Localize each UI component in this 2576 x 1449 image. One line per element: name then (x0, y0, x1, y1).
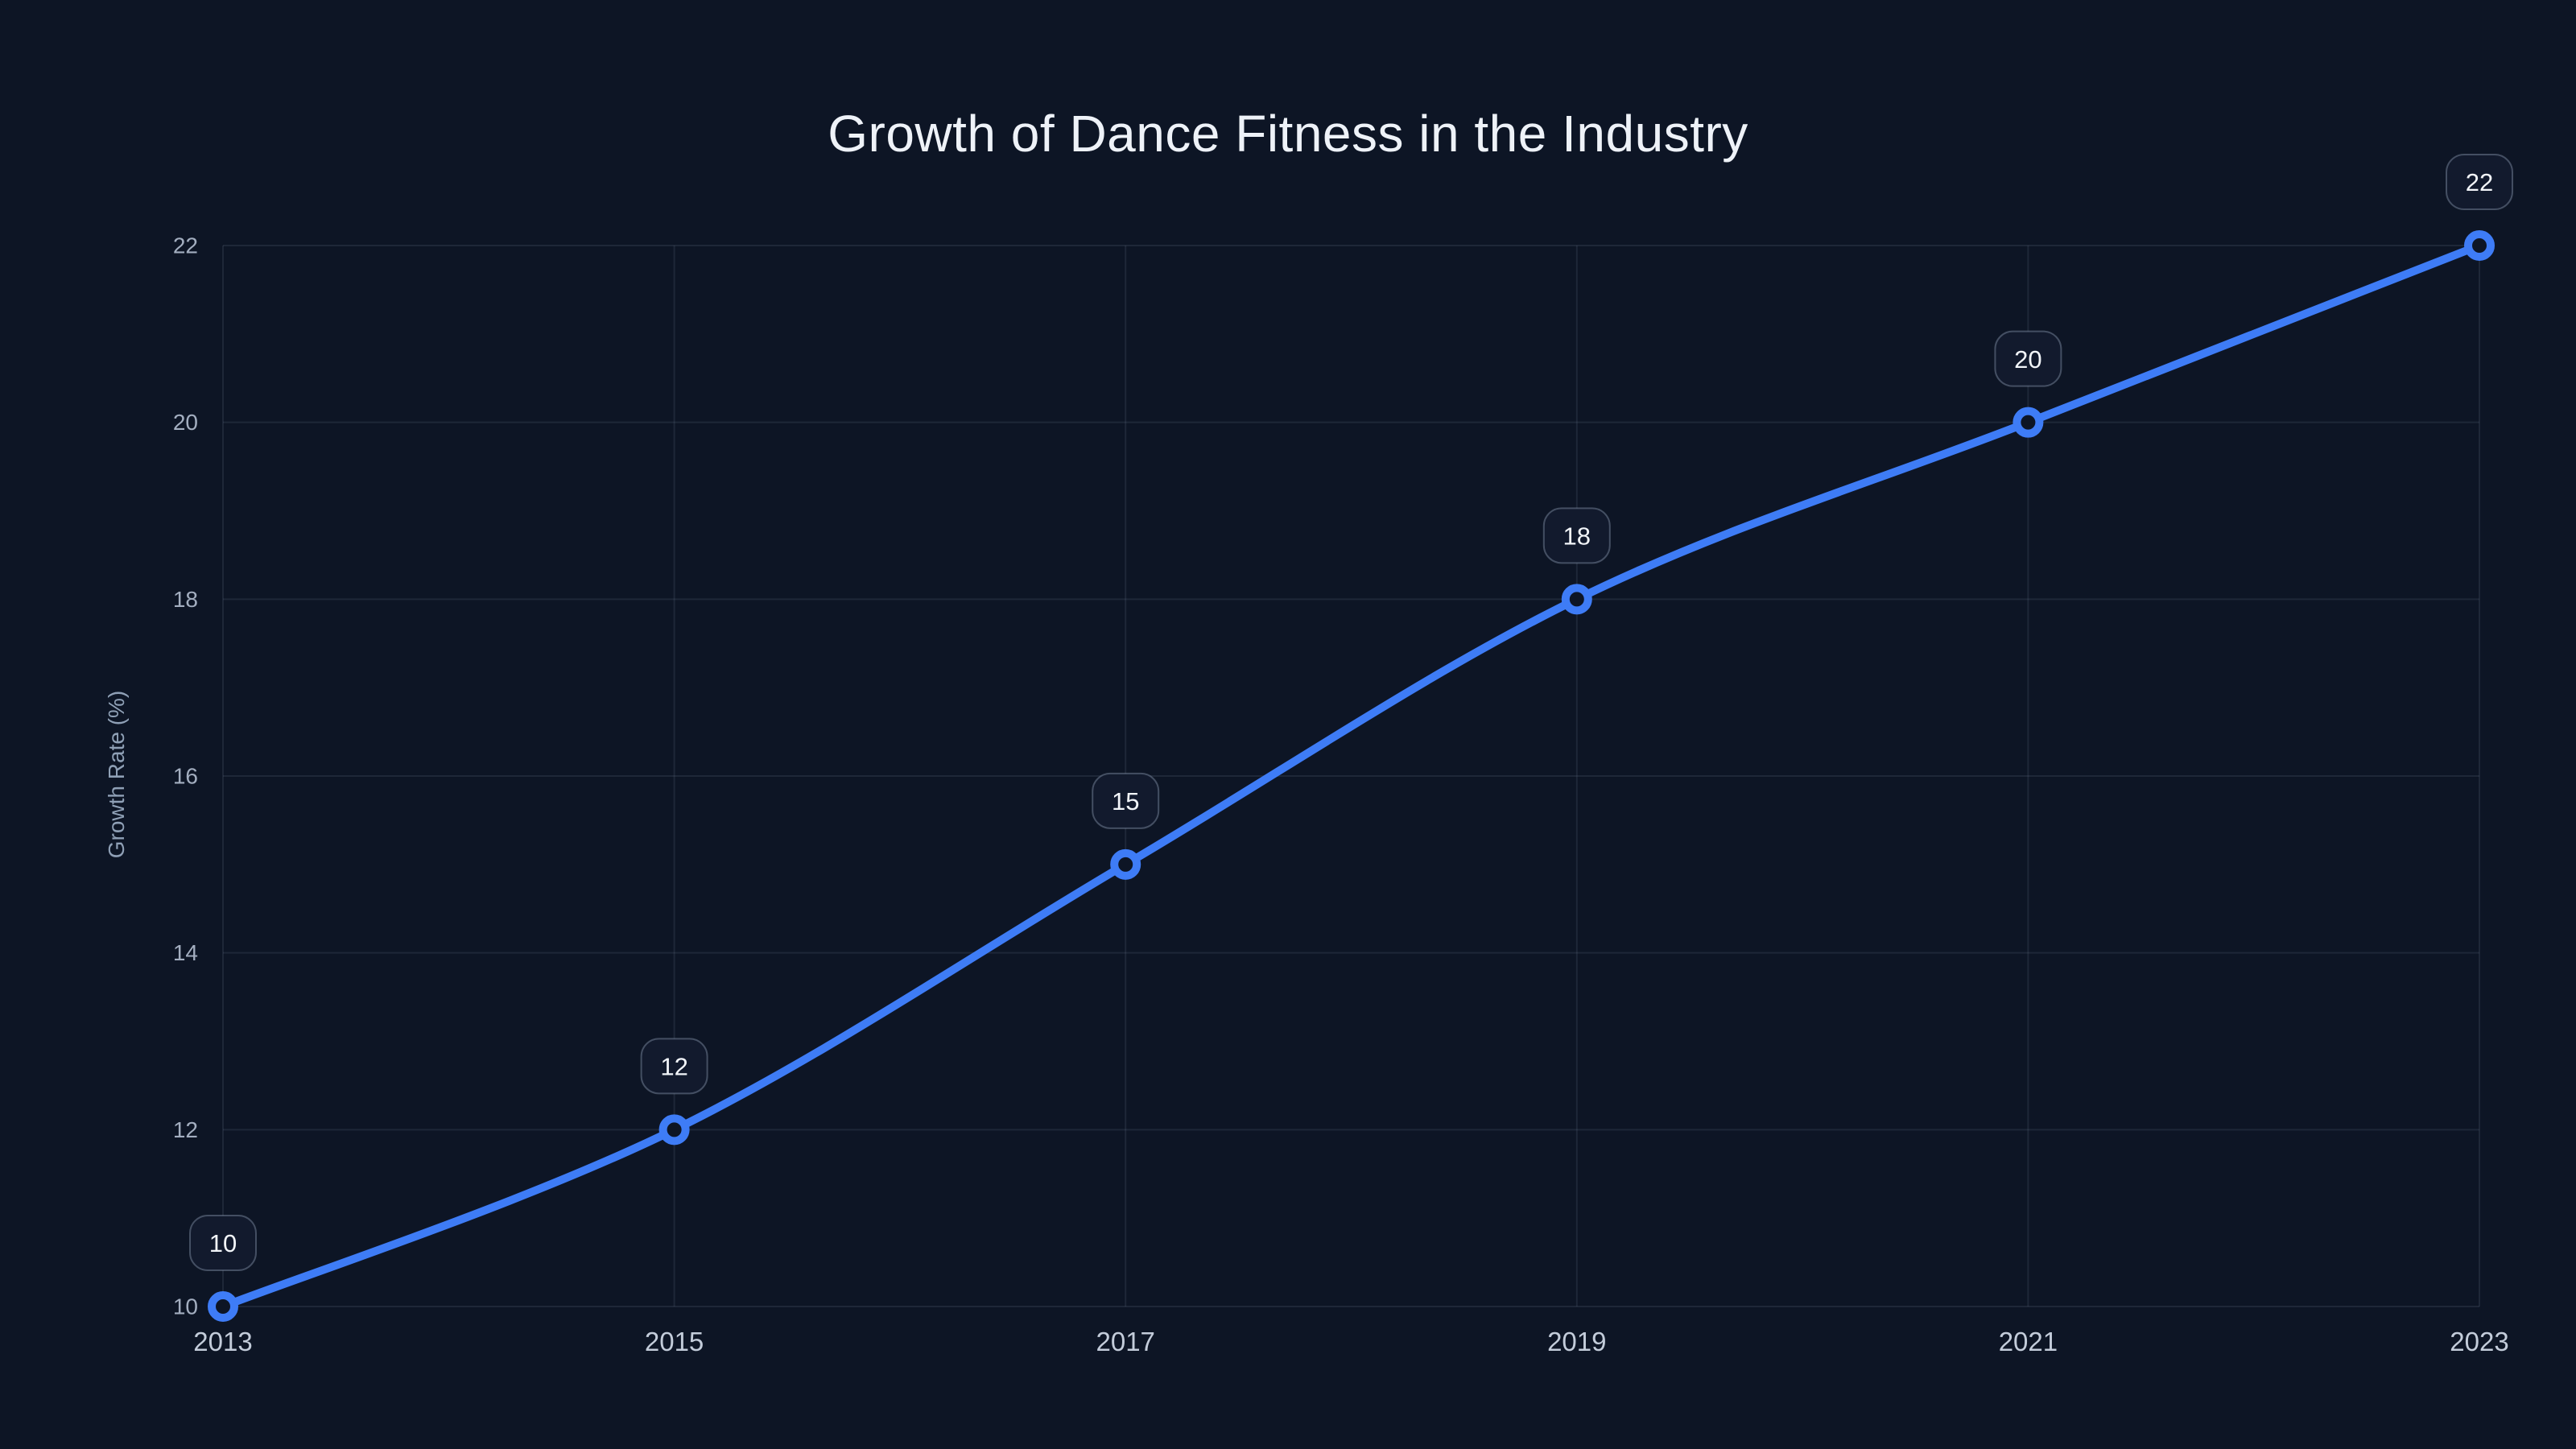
data-point-marker (2013, 407, 2044, 438)
x-tick-label: 2021 (1999, 1327, 2058, 1356)
data-point-marker (1561, 584, 1592, 615)
data-point-label: 22 (2466, 168, 2493, 196)
y-tick-label: 18 (173, 587, 198, 612)
data-point-marker (1110, 848, 1141, 880)
data-point-label: 15 (1112, 787, 1139, 815)
chart-title: Growth of Dance Fitness in the Industry (828, 105, 1748, 163)
data-point-marker (2464, 230, 2495, 261)
data-point-label-badge (1092, 772, 1160, 829)
data-point-label-badge (1994, 330, 2062, 387)
y-tick-label: 14 (173, 940, 198, 965)
x-tick-label: 2015 (645, 1327, 704, 1356)
y-tick-label: 10 (173, 1294, 198, 1319)
data-point-label-badge (640, 1038, 708, 1095)
data-point-label-badge (2446, 154, 2513, 210)
y-tick-label: 22 (173, 233, 198, 258)
data-point-marker (208, 1291, 238, 1322)
y-tick-label: 12 (173, 1117, 198, 1142)
data-point-label-badge (1542, 507, 1611, 564)
x-tick-label: 2017 (1096, 1327, 1154, 1356)
data-point-label: 18 (1563, 522, 1591, 550)
x-tick-label: 2023 (2450, 1327, 2508, 1356)
data-point-label: 20 (2014, 345, 2041, 374)
series-line (219, 242, 2483, 1311)
y-tick-label: 16 (173, 764, 198, 789)
data-point-marker (658, 1114, 690, 1146)
data-point-label: 12 (660, 1052, 687, 1080)
data-point-label-badge (189, 1215, 257, 1271)
y-tick-label: 20 (173, 410, 198, 435)
x-tick-label: 2019 (1547, 1327, 1606, 1356)
x-tick-label: 2013 (193, 1327, 252, 1356)
data-point-label: 10 (209, 1229, 237, 1257)
